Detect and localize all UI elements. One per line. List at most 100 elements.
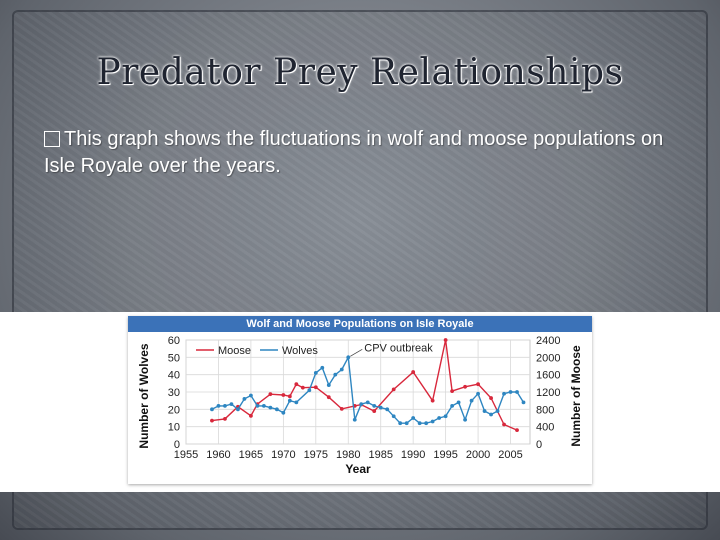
x-tick-label: 1960 <box>206 449 230 461</box>
data-point-moose <box>515 428 519 433</box>
data-point-wolves <box>489 412 493 417</box>
data-point-wolves <box>417 421 422 426</box>
data-point-wolves <box>346 355 351 360</box>
y-left-tick-label: 10 <box>168 422 180 434</box>
data-point-moose <box>287 394 292 399</box>
x-tick-label: 2005 <box>498 449 522 461</box>
y-right-tick-label: 2000 <box>536 352 560 364</box>
data-point-wolves <box>333 372 338 377</box>
data-point-moose <box>249 413 253 418</box>
data-point-moose <box>476 382 480 387</box>
data-point-wolves <box>385 407 390 412</box>
data-point-wolves <box>508 390 513 394</box>
data-point-wolves <box>352 417 357 422</box>
data-point-moose <box>313 385 318 390</box>
data-point-wolves <box>255 403 260 408</box>
y-right-tick-label: 0 <box>536 439 542 451</box>
x-tick-label: 1980 <box>336 449 360 461</box>
data-point-wolves <box>307 388 312 393</box>
data-point-wolves <box>249 393 253 398</box>
legend-label-moose: Moose <box>218 345 251 357</box>
data-point-wolves <box>365 400 370 405</box>
x-tick-label: 1975 <box>304 449 328 461</box>
y-right-tick-label: 400 <box>536 422 554 434</box>
y-left-tick-label: 0 <box>174 439 180 451</box>
data-point-wolves <box>359 402 364 407</box>
data-point-wolves <box>515 390 519 394</box>
y-right-tick-label: 800 <box>536 404 554 416</box>
data-point-wolves <box>281 410 286 415</box>
data-point-moose <box>294 382 299 387</box>
y-left-tick-label: 50 <box>168 352 180 364</box>
data-point-wolves <box>411 416 416 420</box>
data-point-wolves <box>391 414 396 419</box>
x-tick-label: 1965 <box>239 449 263 461</box>
data-point-wolves <box>521 400 526 405</box>
data-point-moose <box>372 409 377 413</box>
bullet-item: This graph shows the fluctuations in wol… <box>44 126 684 180</box>
data-point-wolves <box>287 398 292 403</box>
y-left-axis-label: Number of Wolves <box>137 343 151 448</box>
x-axis-label: Year <box>345 462 371 476</box>
slide-title: Predator Prey Relationships <box>96 52 624 93</box>
y-right-tick-label: 1600 <box>536 370 560 382</box>
bullet-text: This graph shows the fluctuations in wol… <box>44 128 664 177</box>
data-point-wolves <box>404 421 409 426</box>
data-point-wolves <box>313 371 318 375</box>
data-point-wolves <box>398 421 403 426</box>
chart: Wolf and Moose Populations on Isle Royal… <box>128 316 592 484</box>
data-point-moose <box>489 396 493 400</box>
y-left-tick-label: 40 <box>168 370 180 382</box>
bullet-box-icon <box>44 131 60 147</box>
data-point-wolves <box>268 405 273 410</box>
data-point-wolves <box>463 417 467 422</box>
data-point-moose <box>281 393 286 397</box>
data-point-wolves <box>378 405 383 410</box>
x-tick-label: 1995 <box>433 449 457 461</box>
y-right-tick-label: 1200 <box>536 387 560 399</box>
data-point-wolves <box>320 365 325 370</box>
x-tick-label: 1970 <box>271 449 295 461</box>
data-point-wolves <box>482 409 487 413</box>
data-point-wolves <box>236 407 240 412</box>
data-point-wolves <box>456 400 461 405</box>
data-point-moose <box>463 384 467 389</box>
data-point-wolves <box>216 403 221 408</box>
data-point-wolves <box>326 383 331 387</box>
data-point-wolves <box>469 398 474 403</box>
data-point-moose <box>411 370 416 374</box>
data-point-wolves <box>261 403 266 408</box>
data-point-wolves <box>339 367 344 372</box>
data-point-moose <box>223 416 227 421</box>
data-point-moose <box>443 338 448 342</box>
data-point-wolves <box>242 397 247 401</box>
annotation-label: CPV outbreak <box>364 342 433 354</box>
annotation-leader <box>350 348 363 357</box>
x-tick-label: 1955 <box>174 449 198 461</box>
data-point-moose <box>339 407 344 411</box>
data-point-wolves <box>424 421 429 426</box>
data-point-moose <box>326 395 331 400</box>
data-point-wolves <box>502 391 506 396</box>
data-point-wolves <box>223 403 227 408</box>
data-point-moose <box>300 385 305 390</box>
y-right-tick-label: 2400 <box>536 335 560 347</box>
chart-title: Wolf and Moose Populations on Isle Royal… <box>128 316 592 332</box>
x-tick-label: 2000 <box>466 449 490 461</box>
data-point-moose <box>391 387 396 392</box>
y-right-axis-label: Number of Moose <box>569 345 583 447</box>
data-point-wolves <box>430 419 435 424</box>
data-point-wolves <box>495 409 500 413</box>
data-point-moose <box>502 422 506 427</box>
x-tick-label: 1990 <box>401 449 425 461</box>
data-point-moose <box>268 392 273 397</box>
data-point-wolves <box>294 400 299 405</box>
data-point-wolves <box>210 407 214 412</box>
y-left-tick-label: 30 <box>168 387 180 399</box>
data-point-wolves <box>476 391 480 396</box>
x-tick-label: 1985 <box>368 449 392 461</box>
data-point-wolves <box>229 402 234 407</box>
chart-svg: 1955 1960 1965 1970 1975 1980 1985 1990 1995 2000… <box>137 335 583 476</box>
data-point-moose <box>450 389 455 394</box>
legend-label-wolves: Wolves <box>282 345 318 357</box>
